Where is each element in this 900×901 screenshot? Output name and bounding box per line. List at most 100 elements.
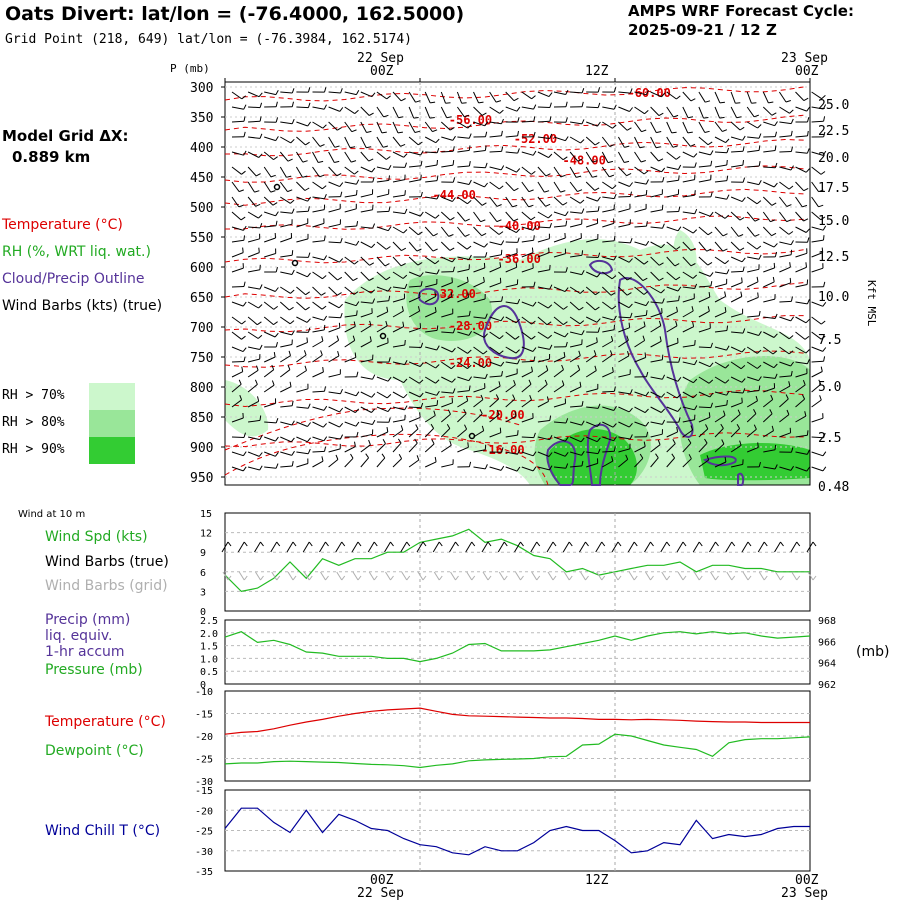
wind-barb-flag — [244, 105, 246, 110]
height-tick-label: 0.48 — [818, 480, 849, 495]
wind-barb-flag — [565, 212, 568, 216]
wind-barb — [329, 224, 341, 227]
wind-barb — [313, 372, 324, 377]
wind-barb-flag — [676, 96, 680, 99]
precip-ytick-label: 0.5 — [200, 667, 218, 678]
wind-barb-flag — [546, 204, 551, 206]
wind-barb — [248, 370, 258, 377]
wind-barb-flag — [824, 235, 825, 240]
wind-barb-flag — [308, 197, 311, 201]
wind-barb — [296, 122, 307, 126]
wind-barb — [747, 197, 757, 204]
wind-barb — [329, 374, 341, 377]
wind-barb — [377, 152, 386, 160]
wind-barb — [796, 267, 807, 272]
wind-barb-flag — [276, 267, 277, 272]
surface-wind-barb-grid — [353, 572, 358, 580]
wind-barb — [618, 317, 630, 318]
wind-barb — [361, 407, 372, 413]
surface-wind-barb-true-flag — [569, 542, 572, 546]
wind-barb — [731, 137, 743, 140]
wind-barb — [248, 137, 260, 138]
surface-wind-barb-true-flag — [277, 542, 280, 546]
wind-barb — [264, 317, 273, 325]
wind-barb-flag — [386, 247, 390, 250]
pressure-ytick-label: 964 — [818, 659, 836, 670]
pressure-tick-label: 900 — [190, 441, 213, 456]
surface-wind-barb-grid-flag — [553, 576, 556, 580]
wind-barb — [715, 242, 723, 251]
wind-barb — [361, 107, 369, 116]
surface-wind-barb-grid — [321, 572, 326, 580]
wind-barb — [731, 227, 738, 236]
isotherm-line — [225, 166, 805, 182]
surface-wind-barb-true-flag — [261, 542, 264, 546]
wind-barb — [522, 182, 529, 192]
wind-barb-flag — [405, 190, 406, 195]
surface-wind-barb-true-flag — [521, 542, 524, 546]
wind-barb-flag — [598, 87, 599, 92]
isotherm-label: -40.00 — [498, 219, 541, 233]
surface-wind-barb-grid-flag — [456, 576, 459, 580]
pressure-tick-label: 750 — [190, 351, 213, 366]
wind-barb — [232, 332, 242, 339]
wind-barb-flag — [322, 306, 326, 309]
wind-barb-flag — [405, 340, 406, 345]
wind-barb — [747, 297, 758, 302]
wind-barb — [393, 242, 401, 251]
surface-wind-barb-true — [580, 542, 586, 552]
wind-barb — [232, 437, 244, 438]
wind-barb-flag — [307, 338, 308, 343]
wind-barb — [715, 212, 725, 218]
wind-barb-flag — [324, 406, 327, 410]
wind-barb — [490, 467, 502, 470]
wind-barb-flag — [257, 322, 261, 325]
wind-barb-flag — [341, 238, 343, 243]
wind-barb — [651, 152, 659, 161]
wind-barb-flag — [370, 263, 374, 266]
wind-barb-flag — [388, 408, 391, 412]
wind-barb-flag — [437, 400, 438, 405]
wind-barb — [345, 242, 357, 245]
wind-barb-flag — [482, 203, 486, 206]
wind-barb-flag — [275, 288, 278, 292]
wind-barb-flag — [323, 125, 327, 128]
wind-barb — [393, 420, 405, 422]
wind-barb — [232, 107, 244, 109]
wind-barb — [715, 107, 720, 118]
surface-wind-barb-true-flag — [456, 542, 459, 546]
wind-barb — [651, 227, 663, 228]
wind-barb-flag — [432, 130, 437, 132]
wind-barb — [779, 136, 791, 137]
wind-barb-flag — [398, 132, 403, 133]
wind-barb — [296, 107, 308, 108]
surface-wind-barb-true — [758, 542, 764, 552]
wind-barb — [296, 317, 307, 322]
wind-barb — [232, 372, 243, 377]
wind-barb — [313, 182, 323, 189]
wind-barb — [313, 287, 322, 295]
wind-barb-flag — [500, 110, 504, 113]
wind-barb — [329, 257, 340, 262]
wind-barb-flag — [759, 311, 760, 316]
wind-barb — [409, 227, 418, 235]
wind-barb — [280, 406, 292, 407]
wind-barb — [683, 92, 691, 101]
wind-barb — [731, 283, 742, 288]
wind-barb — [345, 182, 357, 184]
wind-barb — [393, 443, 401, 452]
wind-barb-flag — [258, 215, 262, 219]
temp-ytick-label: -10 — [195, 687, 213, 698]
surface-wind-barb-grid — [662, 572, 667, 580]
wind-barb — [441, 464, 453, 467]
wind-barb — [699, 227, 708, 235]
wind-barb — [522, 92, 532, 99]
wind-barb-flag — [501, 166, 503, 170]
wind-barb-flag — [242, 367, 243, 372]
surface-wind-barb-grid-flag — [699, 576, 702, 580]
wind-barb — [715, 284, 727, 287]
wind-barb — [715, 92, 720, 103]
wind-barb-flag — [739, 235, 744, 237]
wind-barb — [635, 122, 642, 132]
wind-barb-flag — [723, 249, 728, 251]
